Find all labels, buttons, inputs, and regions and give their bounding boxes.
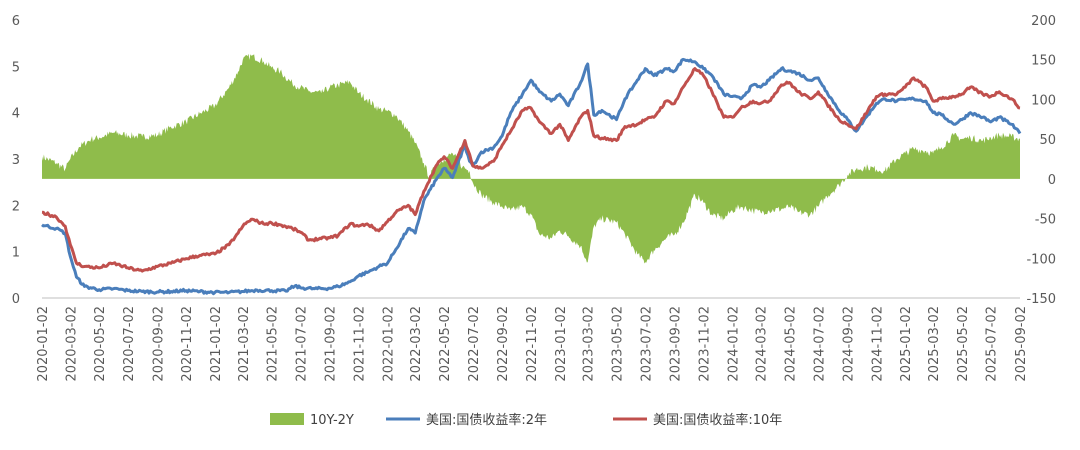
x-tick-label: 2024-01-02 — [726, 306, 741, 382]
x-tick-label: 2024-03-02 — [755, 306, 770, 382]
x-tick-label: 2023-09-02 — [669, 306, 684, 382]
x-tick-label: 2021-09-02 — [324, 306, 339, 382]
right-tick-label: -50 — [1035, 213, 1056, 228]
legend-item-spread[interactable]: 10Y-2Y — [270, 413, 354, 428]
x-tick-label: 2025-09-02 — [1014, 306, 1029, 382]
left-tick-label: 6 — [12, 14, 20, 29]
legend-label-10y: 美国:国债收益率:10年 — [653, 412, 782, 428]
x-tick-label: 2024-07-02 — [812, 306, 827, 382]
left-axis: 0 1 2 3 4 5 6 — [12, 14, 20, 307]
x-tick-label: 2020-01-02 — [36, 306, 51, 382]
left-tick-label: 2 — [12, 199, 20, 214]
right-tick-label: 100 — [1031, 93, 1056, 108]
right-tick-label: -150 — [1026, 292, 1056, 307]
left-tick-label: 1 — [12, 246, 20, 261]
x-tick-label: 2023-01-02 — [554, 306, 569, 382]
legend-item-2y[interactable]: 美国:国债收益率:2年 — [386, 412, 547, 428]
x-tick-label: 2025-03-02 — [927, 306, 942, 382]
x-tick-label: 2023-05-02 — [611, 306, 626, 382]
right-tick-label: 150 — [1031, 54, 1056, 69]
x-tick-label: 2021-01-02 — [209, 306, 224, 382]
right-tick-label: 200 — [1031, 14, 1056, 29]
x-tick-label: 2021-11-02 — [353, 306, 368, 382]
legend-label-2y: 美国:国债收益率:2年 — [426, 412, 547, 428]
legend-label-spread: 10Y-2Y — [310, 413, 354, 428]
series-line-10y — [41, 67, 1021, 273]
x-tick-label: 2022-03-02 — [409, 306, 424, 382]
legend-item-10y[interactable]: 美国:国债收益率:10年 — [613, 412, 782, 428]
spread-area-layer — [42, 53, 1020, 264]
right-tick-label: -100 — [1026, 252, 1056, 267]
left-tick-label: 5 — [12, 60, 20, 75]
left-tick-label: 4 — [12, 107, 20, 122]
x-tick-label: 2022-01-02 — [381, 306, 396, 382]
x-tick-label: 2023-11-02 — [697, 306, 712, 382]
x-axis: 2020-01-02 2020-03-02 2020-05-02 2020-07-02… — [36, 306, 1029, 382]
x-tick-label: 2020-07-02 — [122, 306, 137, 382]
x-tick-label: 2021-05-02 — [266, 306, 281, 382]
x-tick-label: 2021-07-02 — [294, 306, 309, 382]
x-tick-label: 2024-05-02 — [783, 306, 798, 382]
right-axis: -150 -100 -50 0 50 100 150 200 — [1026, 14, 1056, 307]
x-tick-label: 2025-07-02 — [985, 306, 1000, 382]
x-tick-label: 2022-09-02 — [496, 306, 511, 382]
x-tick-label: 2023-07-02 — [639, 306, 654, 382]
x-tick-label: 2020-05-02 — [93, 306, 108, 382]
x-tick-label: 2023-03-02 — [582, 306, 597, 382]
yield-lines-layer — [41, 57, 1022, 296]
x-tick-label: 2020-11-02 — [180, 306, 195, 382]
series-area-spread — [42, 53, 1020, 264]
right-tick-label: 0 — [1048, 173, 1056, 188]
x-tick-label: 2024-09-02 — [842, 306, 857, 382]
x-tick-label: 2020-03-02 — [64, 306, 79, 382]
x-tick-label: 2024-11-02 — [870, 306, 885, 382]
legend-swatch-spread — [270, 413, 304, 425]
x-tick-label: 2022-07-02 — [467, 306, 482, 382]
x-tick-label: 2022-05-02 — [438, 306, 453, 382]
left-tick-label: 3 — [12, 153, 20, 168]
x-tick-label: 2022-11-02 — [525, 306, 540, 382]
x-tick-label: 2020-09-02 — [151, 306, 166, 382]
left-tick-label: 0 — [12, 292, 20, 307]
series-line-2y — [41, 57, 1022, 296]
right-tick-label: 50 — [1039, 133, 1056, 148]
x-tick-label: 2025-05-02 — [956, 306, 971, 382]
x-tick-label: 2021-03-02 — [237, 306, 252, 382]
legend: 10Y-2Y 美国:国债收益率:2年 美国:国债收益率:10年 — [270, 412, 782, 428]
x-tick-label: 2025-01-02 — [899, 306, 914, 382]
